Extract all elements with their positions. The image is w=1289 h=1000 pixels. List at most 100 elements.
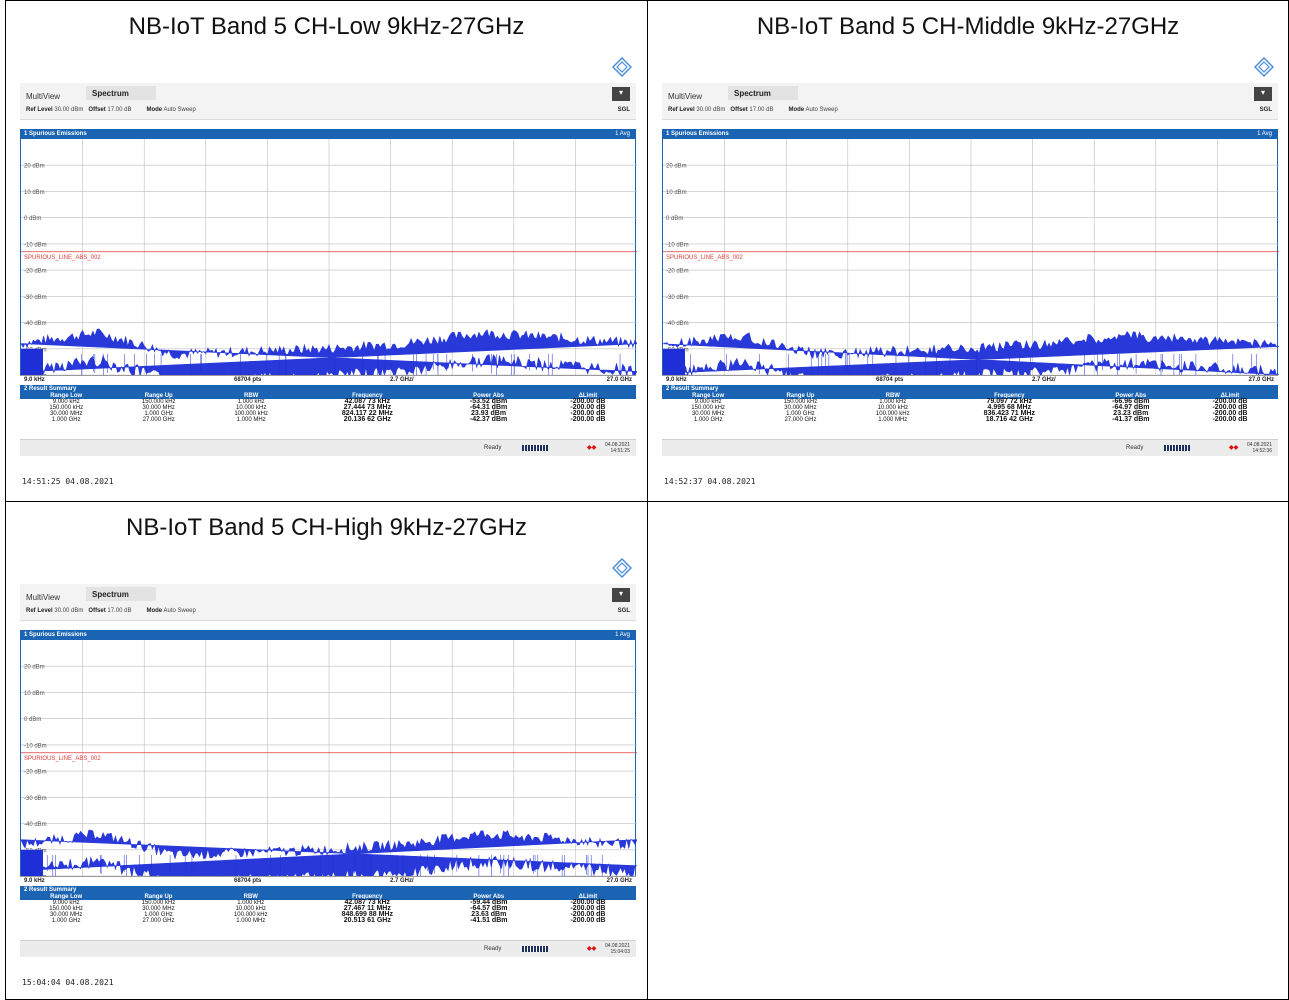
rbw-cell: 100.000 kHz <box>875 411 910 417</box>
rbw-cell: 1.000 MHz <box>878 417 908 423</box>
rbw-cell: 100.000 kHz <box>234 411 269 417</box>
y-tick-label: -30 dBm <box>24 796 47 802</box>
offset-value: 17.00 dB <box>107 107 132 113</box>
col-frequency: Frequency <box>296 894 438 900</box>
rs-logo-icon <box>612 558 632 578</box>
range-low-cell: 1.000 GHz <box>51 417 81 423</box>
mode-value: Auto Sweep <box>805 107 838 113</box>
panel-header-label: 1 Spurious Emissions <box>24 632 87 638</box>
spectrum-tab[interactable]: Spectrum <box>86 587 156 601</box>
y-tick-label: 10 dBm <box>666 190 687 196</box>
analyzer-screenshot: MultiView Spectrum Ref Level 30.00 dBm O… <box>20 558 637 987</box>
range-low-cell: 150.000 kHz <box>49 405 84 411</box>
panel-title: NB-IoT Band 5 CH-Low 9kHz-27GHz <box>128 13 525 40</box>
status-time: 15:04:03 <box>610 949 630 955</box>
range-up-cell: 27.000 GHz <box>142 417 175 423</box>
offset-value: 17.00 dB <box>749 107 774 113</box>
frequency-cell: 4.995 68 MHz <box>987 404 1032 411</box>
frequency-cell: 20.513 61 GHz <box>343 917 391 924</box>
panel-cell: NB-IoT Band 5 CH-Low 9kHz-27GHz MultiVie… <box>5 0 648 502</box>
sweep-menu-button[interactable]: ▾ <box>1254 87 1272 101</box>
analyzer-toolbar: MultiView Spectrum Ref Level 30.00 dBm O… <box>662 83 1278 120</box>
table-header-row: Range Low Range Up RBW Frequency Power A… <box>20 894 636 900</box>
low-freq-block <box>21 348 43 375</box>
delta-limit-cell: -200.00 dB <box>1212 404 1248 411</box>
points-label: 68704 pts <box>876 377 904 383</box>
measurement-params: Ref Level 30.00 dBm Offset 17.00 dB Mode… <box>26 608 196 614</box>
range-low-cell: 1.000 GHz <box>51 918 81 924</box>
power-cell: -42.37 dBm <box>469 416 508 423</box>
y-tick-label: 20 dBm <box>24 665 45 671</box>
avg-indicator: 1 Avg <box>615 131 630 137</box>
delta-limit-cell: -200.00 dB <box>570 398 606 405</box>
multiview-tab[interactable]: MultiView <box>668 92 703 101</box>
spectrum-plot[interactable]: 20 dBm 10 dBm 0 dBm -10 dBm -20 dBm -30 dBm -4… <box>20 139 637 375</box>
x-div-label: 2.7 GHz/ <box>390 377 414 383</box>
screenshot-grid: NB-IoT Band 5 CH-Low 9kHz-27GHz MultiVie… <box>5 0 1289 1000</box>
range-low-cell: 9.000 kHz <box>52 900 80 906</box>
spurious-panel-header: 1 Spurious Emissions 1 Avg <box>20 129 636 139</box>
spectrum-tab[interactable]: Spectrum <box>728 86 798 100</box>
range-low-cell: 150.000 kHz <box>691 405 725 411</box>
sweep-menu-button[interactable]: ▾ <box>612 87 630 101</box>
sweep-menu-button[interactable]: ▾ <box>612 588 630 602</box>
delta-limit-cell: -200.00 dB <box>570 899 606 906</box>
ref-level-label: Ref Level <box>668 107 695 113</box>
range-up-cell: 1.000 GHz <box>786 411 815 417</box>
panel-cell: NB-IoT Band 5 CH-Middle 9kHz-27GHz Multi… <box>647 0 1289 502</box>
power-cell: -66.96 dBm <box>1112 398 1150 405</box>
power-cell: -53.52 dBm <box>469 398 508 405</box>
frequency-cell: 824.117 22 MHz <box>341 410 393 417</box>
empty-cell <box>647 501 1289 1000</box>
x-start-label: 9.0 kHz <box>24 377 45 383</box>
mode-value: Auto Sweep <box>163 608 196 614</box>
ref-level-value: 30.00 dBm <box>54 608 84 614</box>
spectrum-tab[interactable]: Spectrum <box>86 86 156 100</box>
power-cell: -41.51 dBm <box>470 917 508 924</box>
rbw-cell: 10.000 kHz <box>235 906 266 912</box>
multiview-tab[interactable]: MultiView <box>26 92 61 101</box>
offset-label: Offset <box>88 107 106 113</box>
col-range-up: Range Up <box>112 393 205 399</box>
frequency-cell: 20.136 62 GHz <box>343 416 391 423</box>
y-tick-label: -40 dBm <box>666 321 689 327</box>
spectrum-plot[interactable]: 20 dBm 10 dBm 0 dBm -10 dBm -20 dBm -30 dBm -4… <box>662 139 1279 375</box>
result-summary-header: 2 Result Summary <box>662 385 1278 393</box>
capture-timestamp: 14:52:37 04.08.2021 <box>664 477 756 486</box>
analyzer-toolbar: MultiView Spectrum Ref Level 30.00 dBm O… <box>20 584 636 621</box>
power-cell: 23.93 dBm <box>471 410 507 417</box>
table-row: 1.000 GHz 27.000 GHz 1.000 MHz 20.136 62… <box>20 416 636 423</box>
power-cell: -59.44 dBm <box>470 899 508 906</box>
col-rbw: RBW <box>204 894 297 900</box>
range-up-cell: 1.000 GHz <box>144 912 173 918</box>
col-range-up: Range Up <box>112 894 205 900</box>
spectrum-chart: 20 dBm 10 dBm 0 dBm -10 dBm -20 dBm -30 dBm -4… <box>21 139 637 375</box>
range-up-cell: 150.000 kHz <box>141 399 176 405</box>
x-axis-row: 9.0 kHz 68704 pts 2.7 GHz/ 27.0 GHz <box>662 375 1278 385</box>
range-low-cell: 30.000 MHz <box>49 912 83 918</box>
panel-cell: NB-IoT Band 5 CH-High 9kHz-27GHz MultiVi… <box>5 501 648 1000</box>
delta-limit-cell: -200.00 dB <box>570 404 606 411</box>
lxi-icon: ◆◆ <box>587 445 597 451</box>
sgl-indicator: SGL <box>617 107 630 113</box>
analyzer-screenshot: MultiView Spectrum Ref Level 30.00 dBm O… <box>662 57 1279 486</box>
range-low-cell: 1.000 GHz <box>693 417 723 423</box>
status-datetime: 04.08.2021 15:04:03 <box>605 943 630 955</box>
mode-label: Mode <box>788 107 805 113</box>
spectrum-plot[interactable]: 20 dBm 10 dBm 0 dBm -10 dBm -20 dBm -30 dBm -4… <box>20 640 637 876</box>
table-row: 30.000 MHz 1.000 GHz 100.000 kHz 836.423… <box>662 410 1278 417</box>
sweep-progress <box>522 445 548 451</box>
rbw-cell: 1.000 kHz <box>237 399 265 405</box>
status-bar: Ready ◆◆ 04.08.2021 14:51:25 <box>20 439 636 456</box>
y-tick-label: 20 dBm <box>666 164 687 170</box>
col-power-abs: Power Abs <box>437 894 540 900</box>
offset-label: Offset <box>88 608 106 614</box>
y-tick-label: -30 dBm <box>666 295 689 301</box>
multiview-tab[interactable]: MultiView <box>26 593 61 602</box>
table-row: 1.000 GHz 27.000 GHz 1.000 MHz 18.716 42… <box>662 416 1278 423</box>
status-datetime: 04.08.2021 14:51:25 <box>605 442 630 454</box>
rbw-cell: 1.000 kHz <box>237 900 265 906</box>
table-row: 9.000 kHz 150.000 kHz 1.000 kHz 42.087 7… <box>20 899 636 906</box>
col-power-abs: Power Abs <box>1079 393 1182 399</box>
frequency-cell: 848.699 88 MHz <box>341 911 393 918</box>
